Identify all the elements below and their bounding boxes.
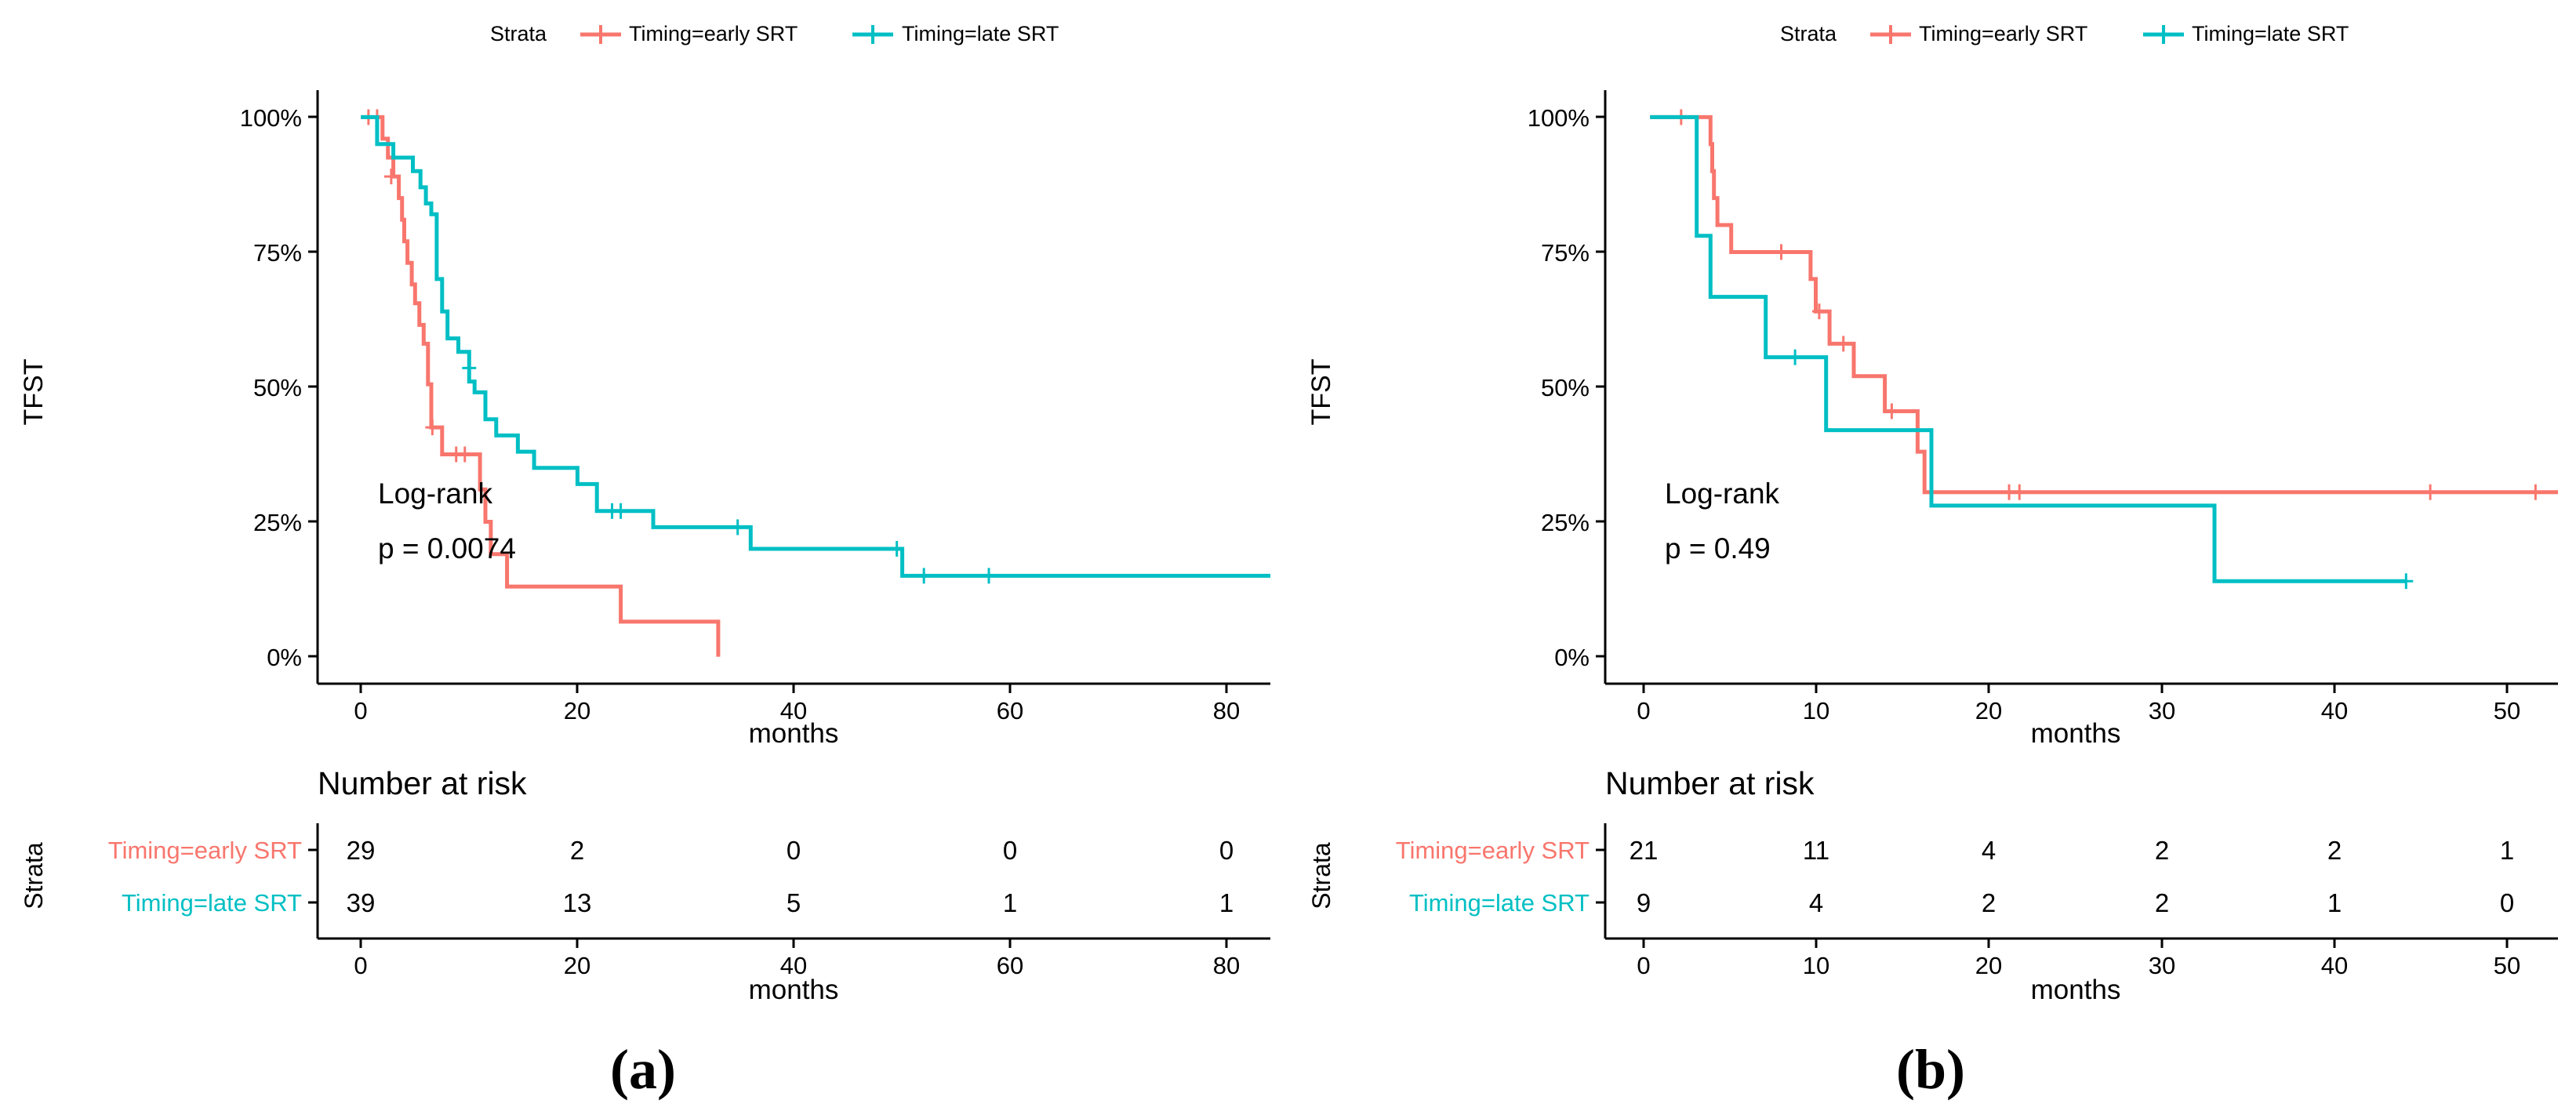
risk-count: 0 xyxy=(1219,836,1234,865)
log-rank-label: Log-rank xyxy=(1665,477,1780,510)
x-tick-label: 40 xyxy=(780,952,807,979)
p-value-label: p = 0.0074 xyxy=(378,532,516,565)
risk-table-x-label: months xyxy=(2031,975,2121,1005)
x-ticks-b: 0 10 20 30 40 50 xyxy=(1637,684,2520,724)
risk-count: 0 xyxy=(1003,836,1017,865)
x-ticks-a: 0 20 40 60 80 xyxy=(354,684,1240,724)
x-tick-label: 20 xyxy=(564,697,590,724)
km-curves-a xyxy=(361,109,1270,657)
risk-table-b: Number at risk Strata Timing=early SRT T… xyxy=(1307,765,2558,1005)
risk-table-title: Number at risk xyxy=(1605,765,1815,801)
x-tick-label: 40 xyxy=(2321,952,2348,979)
x-tick-label: 60 xyxy=(997,952,1023,979)
y-ticks-b: 0% 25% 50% 75% 100% xyxy=(1528,104,1605,671)
risk-row-label-late: Timing=late SRT xyxy=(122,889,302,917)
risk-count: 1 xyxy=(2327,888,2342,917)
y-tick-label: 100% xyxy=(240,104,302,132)
y-tick-label: 75% xyxy=(253,239,302,267)
km-curve-early xyxy=(361,114,721,657)
x-tick-label: 40 xyxy=(2321,697,2348,724)
x-tick-label: 80 xyxy=(1213,697,1240,724)
legend-label-late: Timing=late SRT xyxy=(902,22,1059,45)
y-axis-label: TFST xyxy=(1306,359,1336,426)
y-tick-label: 0% xyxy=(267,644,302,671)
km-curve-early xyxy=(1650,114,2558,495)
legend-b: Strata Timing=early SRT Timing=late SRT xyxy=(1780,22,2349,45)
x-tick-label: 0 xyxy=(354,697,367,724)
risk-count: 4 xyxy=(1982,836,1996,865)
y-axis-label: TFST xyxy=(19,359,49,426)
panel-a: Strata Timing=early SRT Timing=late SRT … xyxy=(19,22,1270,1101)
y-tick-label: 50% xyxy=(253,374,302,401)
risk-count: 29 xyxy=(347,836,376,865)
risk-count: 1 xyxy=(1003,888,1017,917)
risk-count: 2 xyxy=(570,836,584,865)
x-tick-label: 50 xyxy=(2494,697,2520,724)
risk-row-label-early: Timing=early SRT xyxy=(1396,837,1590,864)
x-tick-label: 40 xyxy=(780,697,807,724)
km-curve-late xyxy=(1650,114,2407,583)
x-tick-label: 30 xyxy=(2149,697,2175,724)
caption-b: (b) xyxy=(1896,1038,1965,1101)
x-tick-label: 0 xyxy=(1637,952,1650,979)
risk-count: 1 xyxy=(2500,836,2514,865)
risk-table-strata-label: Strata xyxy=(20,842,48,909)
p-value-label: p = 0.49 xyxy=(1665,532,1771,565)
risk-row-label-late: Timing=late SRT xyxy=(1409,889,1590,917)
legend-title: Strata xyxy=(1780,22,1837,45)
risk-table-title: Number at risk xyxy=(318,765,527,801)
x-tick-label: 20 xyxy=(1975,952,2002,979)
y-tick-label: 25% xyxy=(253,509,302,536)
risk-row-label-early: Timing=early SRT xyxy=(108,837,302,864)
risk-count: 9 xyxy=(1637,888,1651,917)
risk-count: 11 xyxy=(1803,836,1829,865)
risk-count: 0 xyxy=(2500,888,2514,917)
risk-table-x-label: months xyxy=(749,975,839,1005)
panel-b: Strata Timing=early SRT Timing=late SRT … xyxy=(1306,22,2558,1101)
y-tick-label: 75% xyxy=(1541,239,1590,267)
risk-count: 4 xyxy=(1809,888,1823,917)
risk-count: 1 xyxy=(1219,888,1234,917)
y-tick-label: 50% xyxy=(1541,374,1590,401)
x-tick-label: 10 xyxy=(1803,697,1829,724)
risk-table-strata-label: Strata xyxy=(1307,842,1335,909)
x-axis-label: months xyxy=(749,718,839,749)
risk-count: 2 xyxy=(2155,836,2169,865)
km-curve-late xyxy=(361,114,1270,578)
legend-a: Strata Timing=early SRT Timing=late SRT xyxy=(490,22,1059,45)
x-tick-label: 0 xyxy=(354,952,367,979)
log-rank-label: Log-rank xyxy=(378,477,493,510)
x-tick-label: 0 xyxy=(1637,697,1650,724)
legend-title: Strata xyxy=(490,22,547,45)
x-tick-label: 10 xyxy=(1803,952,1829,979)
x-axis-label: months xyxy=(2031,718,2121,749)
y-tick-label: 25% xyxy=(1541,509,1590,536)
risk-count: 2 xyxy=(2155,888,2169,917)
km-curves-b xyxy=(1650,109,2558,590)
x-tick-label: 80 xyxy=(1213,952,1240,979)
y-ticks-a: 0% 25% 50% 75% 100% xyxy=(240,104,318,671)
risk-count: 5 xyxy=(787,888,801,917)
y-tick-label: 100% xyxy=(1528,104,1590,132)
x-tick-label: 60 xyxy=(997,697,1023,724)
risk-table-a: Number at risk Strata Timing=early SRT T… xyxy=(20,765,1270,1005)
x-tick-label: 50 xyxy=(2494,952,2520,979)
legend-label-late: Timing=late SRT xyxy=(2192,22,2349,45)
risk-count: 39 xyxy=(347,888,376,917)
risk-count: 0 xyxy=(787,836,801,865)
legend-label-early: Timing=early SRT xyxy=(629,22,798,45)
x-tick-label: 20 xyxy=(564,952,590,979)
caption-a: (a) xyxy=(610,1038,676,1101)
risk-count: 2 xyxy=(2327,836,2342,865)
x-tick-label: 30 xyxy=(2149,952,2175,979)
risk-count: 21 xyxy=(1630,836,1659,865)
risk-count: 13 xyxy=(563,888,592,917)
x-tick-label: 20 xyxy=(1975,697,2002,724)
y-tick-label: 0% xyxy=(1554,644,1590,671)
risk-count: 2 xyxy=(1982,888,1996,917)
legend-label-early: Timing=early SRT xyxy=(1919,22,2087,45)
